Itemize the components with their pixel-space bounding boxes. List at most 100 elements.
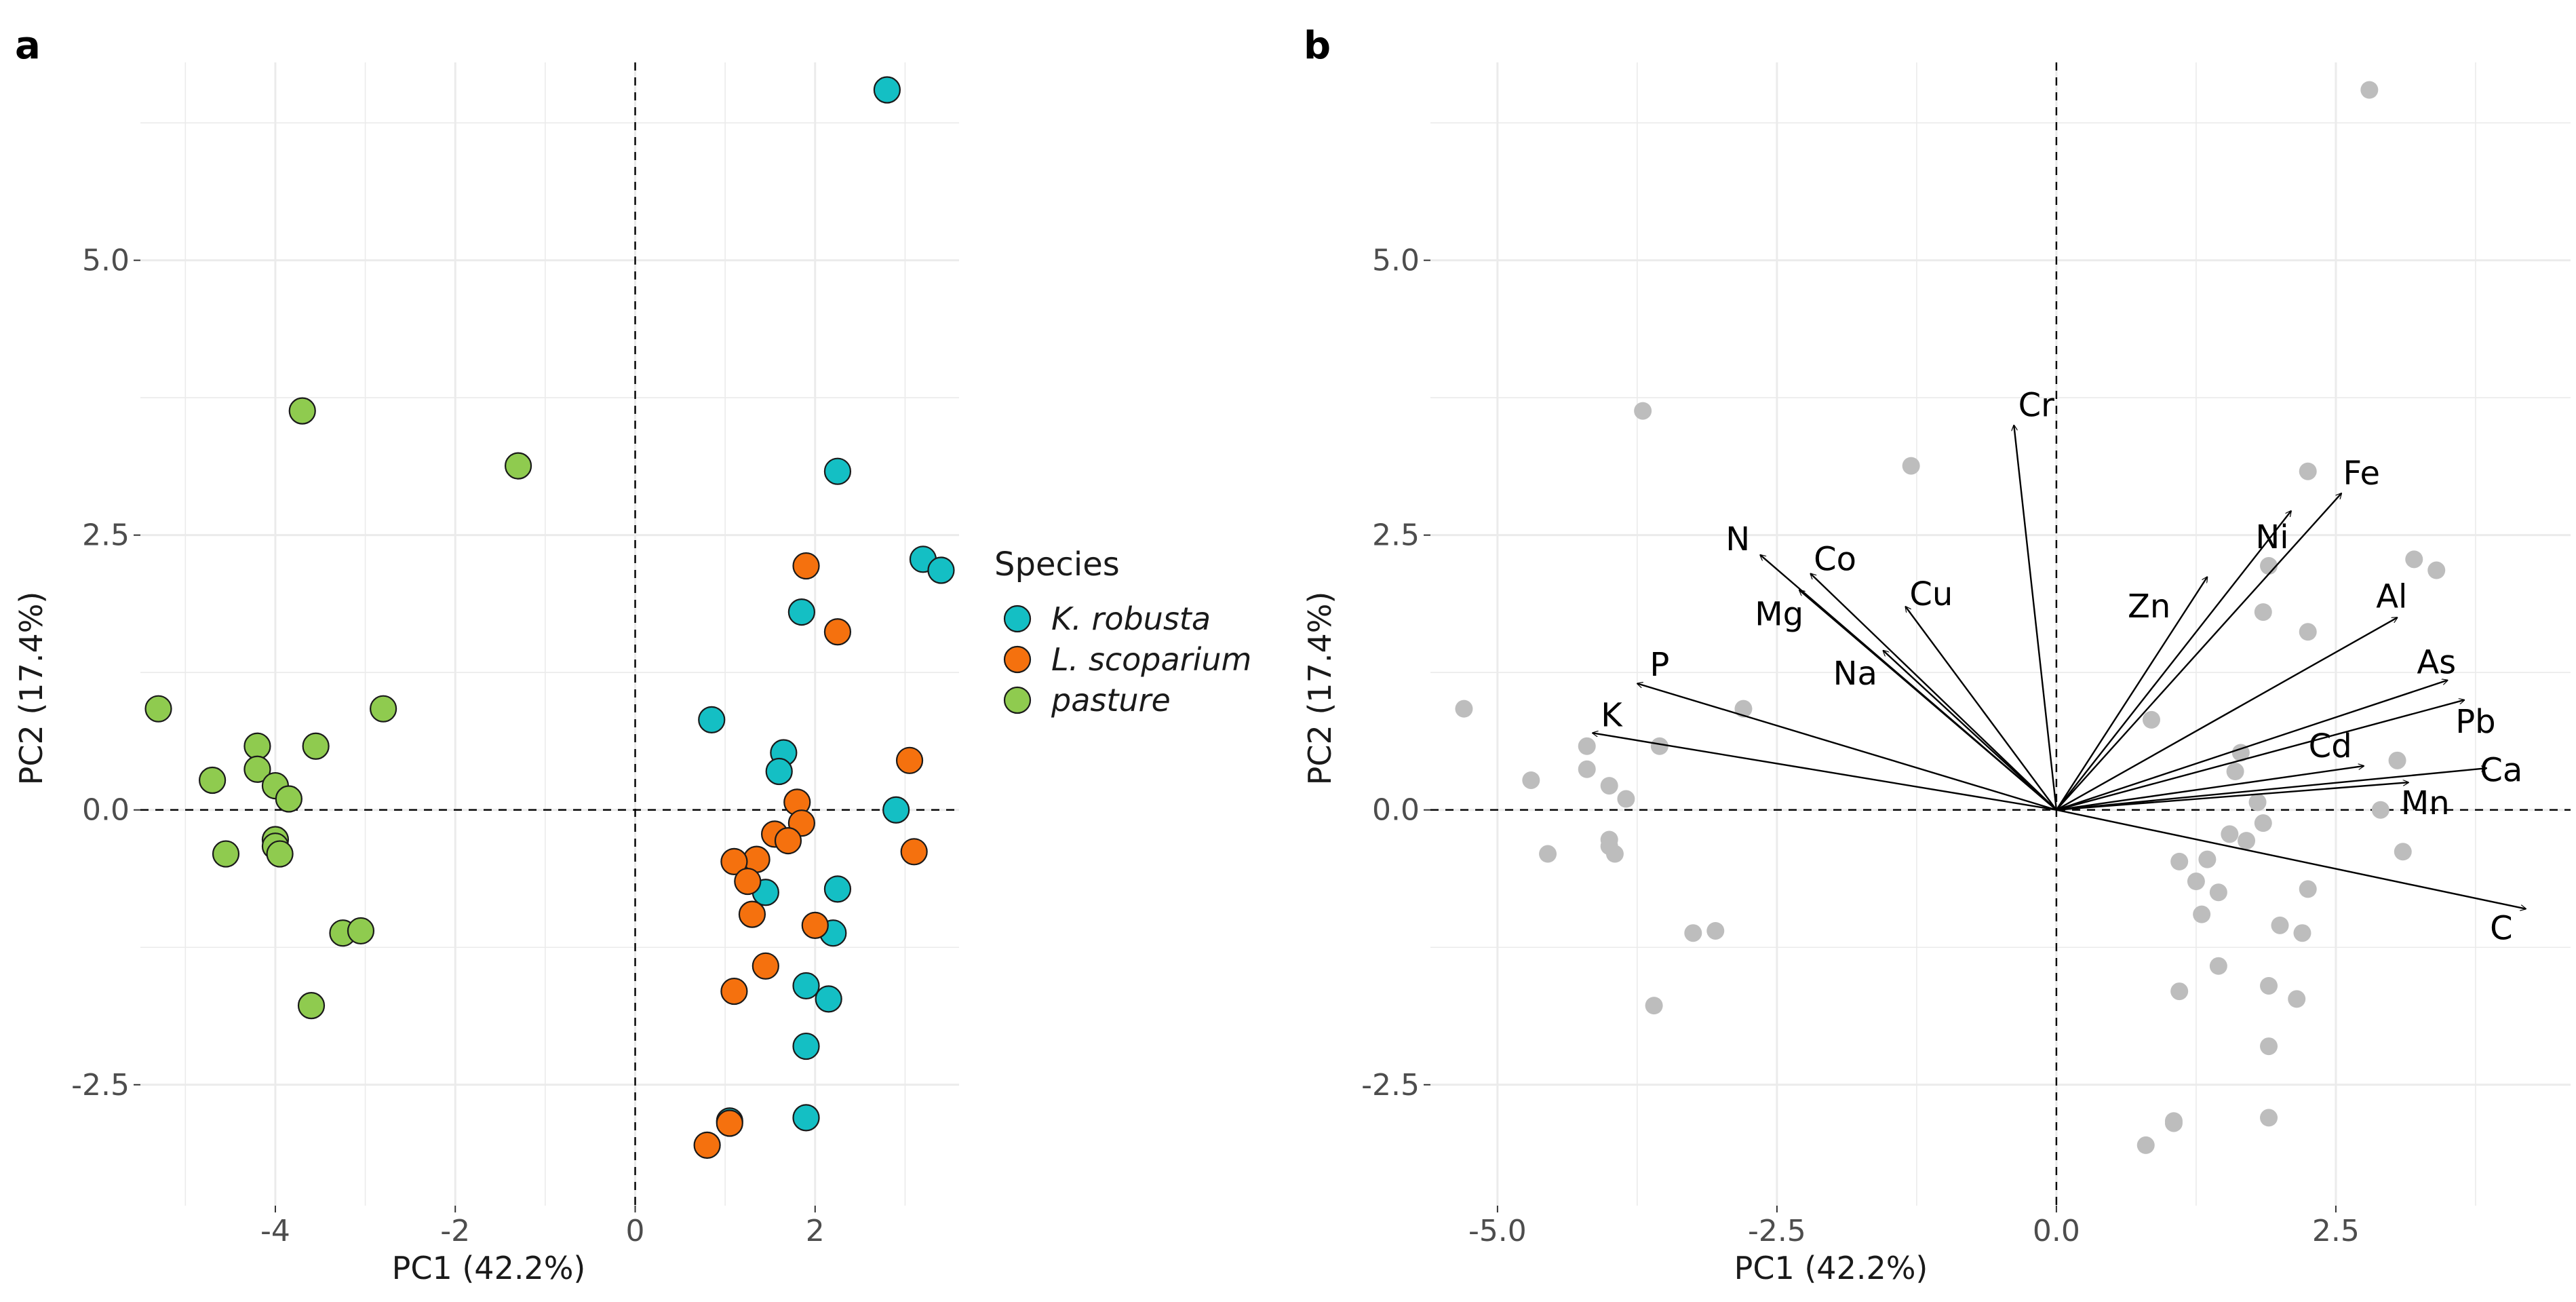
- point: [1650, 737, 1668, 755]
- point: [2299, 880, 2317, 898]
- vector-label-cu: Cu: [1909, 575, 1953, 613]
- point: [1645, 997, 1663, 1015]
- panel-b-reference-lines: [1430, 62, 2571, 1206]
- point: [2260, 1037, 2278, 1056]
- vector-arrow-as: [2056, 681, 2448, 811]
- point: [2142, 710, 2160, 729]
- point: [2254, 814, 2272, 832]
- point: [2198, 850, 2217, 868]
- point-k-robusta: [787, 598, 815, 626]
- vector-label-co: Co: [1814, 540, 1856, 578]
- vector-arrow-ni: [2055, 511, 2291, 811]
- point: [2260, 976, 2278, 995]
- vector-arrow-ca: [2056, 768, 2486, 811]
- point-pasture: [347, 917, 375, 945]
- vector-label-n: N: [1725, 520, 1750, 558]
- point-k-robusta: [823, 457, 852, 485]
- point-pasture: [212, 840, 240, 868]
- point: [2288, 990, 2306, 1008]
- panel-b-label: b: [1304, 24, 1331, 68]
- panel-a-x-tick-label: 0: [626, 1214, 645, 1248]
- point-l-scoparium: [752, 952, 779, 980]
- legend-key-l-scoparium: [1003, 645, 1032, 674]
- point: [2170, 982, 2189, 1001]
- point-pasture: [243, 732, 271, 760]
- panel-a-x-tick-label: -2: [440, 1214, 470, 1248]
- panel-b-x-tick-label: 2.5: [2312, 1214, 2360, 1248]
- point-l-scoparium: [774, 826, 802, 855]
- panel-b-x-tick-label: -2.5: [1748, 1214, 1806, 1248]
- panel-a-x-tick-label: -4: [260, 1214, 290, 1248]
- point-k-robusta: [873, 76, 901, 104]
- point: [1706, 921, 1725, 940]
- vector-arrow-al: [2056, 617, 2398, 811]
- panel-b-y-tick-label: 0.0: [1372, 793, 1420, 828]
- point: [2293, 924, 2311, 942]
- point: [2271, 916, 2289, 934]
- vector-arrow-fe: [2056, 493, 2341, 811]
- legend-items: K. robusta L. scoparium pasture: [1003, 600, 1251, 719]
- panel-b-x-axis-title: PC1 (42.2%): [1734, 1250, 1928, 1286]
- point: [1455, 700, 1473, 718]
- point: [1617, 790, 1635, 808]
- vector-arrow-cr: [2014, 425, 2058, 810]
- panel-a-reference-lines: [140, 62, 959, 1206]
- point-l-scoparium: [738, 900, 766, 928]
- vector-label-cd: Cd: [2309, 727, 2352, 765]
- point: [2394, 843, 2412, 861]
- panel-b-y-axis-title: PC2 (17.4%): [1302, 592, 1338, 786]
- point-k-robusta: [792, 1032, 820, 1060]
- vector-arrow-zn: [2055, 577, 2207, 811]
- panel-a-x-tick-label: 2: [806, 1214, 825, 1248]
- vector-label-ni: Ni: [2255, 518, 2288, 556]
- legend-key-k-robusta: [1003, 605, 1032, 633]
- point: [1634, 402, 1652, 420]
- vector-label-ca: Ca: [2480, 751, 2522, 789]
- panel-a-y-tick-label: -2.5: [71, 1068, 130, 1103]
- vector-label-na: Na: [1833, 655, 1877, 693]
- point: [2136, 1136, 2155, 1154]
- point: [2170, 852, 2189, 870]
- vector-arrow-cu: [1905, 607, 2057, 811]
- legend-label-k-robusta: K. robusta: [1051, 600, 1211, 637]
- point: [2388, 751, 2406, 769]
- vector-label-p: P: [1650, 646, 1669, 684]
- vector-arrow-k: [1593, 733, 2057, 811]
- vector-arrow-cd: [2056, 766, 2364, 811]
- point: [2254, 603, 2272, 621]
- legend-label-pasture: pasture: [1051, 682, 1171, 719]
- point-l-scoparium: [734, 867, 762, 896]
- point: [2405, 550, 2423, 569]
- panel-a-ticks: -4 -2 0 2 -2.5 0.0 2.5 5.0: [71, 244, 825, 1248]
- point: [1605, 845, 1624, 863]
- point: [2231, 744, 2250, 762]
- point-pasture: [504, 452, 532, 480]
- point-pasture: [275, 785, 303, 813]
- point-pasture: [199, 766, 227, 794]
- point-l-scoparium: [900, 838, 928, 866]
- point-pasture: [243, 755, 271, 783]
- point: [2371, 801, 2389, 819]
- legend-key-pasture: [1003, 686, 1032, 714]
- panel-b-y-tick-label: 2.5: [1372, 518, 1420, 553]
- panel-a-y-axis-title: PC2 (17.4%): [13, 592, 50, 786]
- point: [2209, 883, 2227, 902]
- point-k-robusta: [815, 985, 842, 1013]
- point: [2221, 825, 2239, 843]
- vector-label-pb: Pb: [2455, 703, 2495, 741]
- point: [2226, 763, 2244, 781]
- panel-a-y-tick-label: 0.0: [82, 793, 130, 828]
- point: [1578, 760, 1596, 778]
- vector-label-mg: Mg: [1755, 595, 1803, 633]
- point: [1578, 737, 1596, 755]
- panel-b-vectors: Cr Fe Ni Zn Al As Pb Cd Ca Mn C N Co Mg Cu Na PK: [1593, 387, 2526, 948]
- point-pasture: [266, 840, 294, 868]
- point-pasture: [302, 732, 330, 760]
- vector-arrow-p: [1637, 683, 2057, 811]
- vector-label-as: As: [2417, 644, 2456, 682]
- vector-arrow-mg: [1799, 590, 2057, 811]
- point-k-robusta: [927, 556, 955, 584]
- point: [2248, 793, 2267, 811]
